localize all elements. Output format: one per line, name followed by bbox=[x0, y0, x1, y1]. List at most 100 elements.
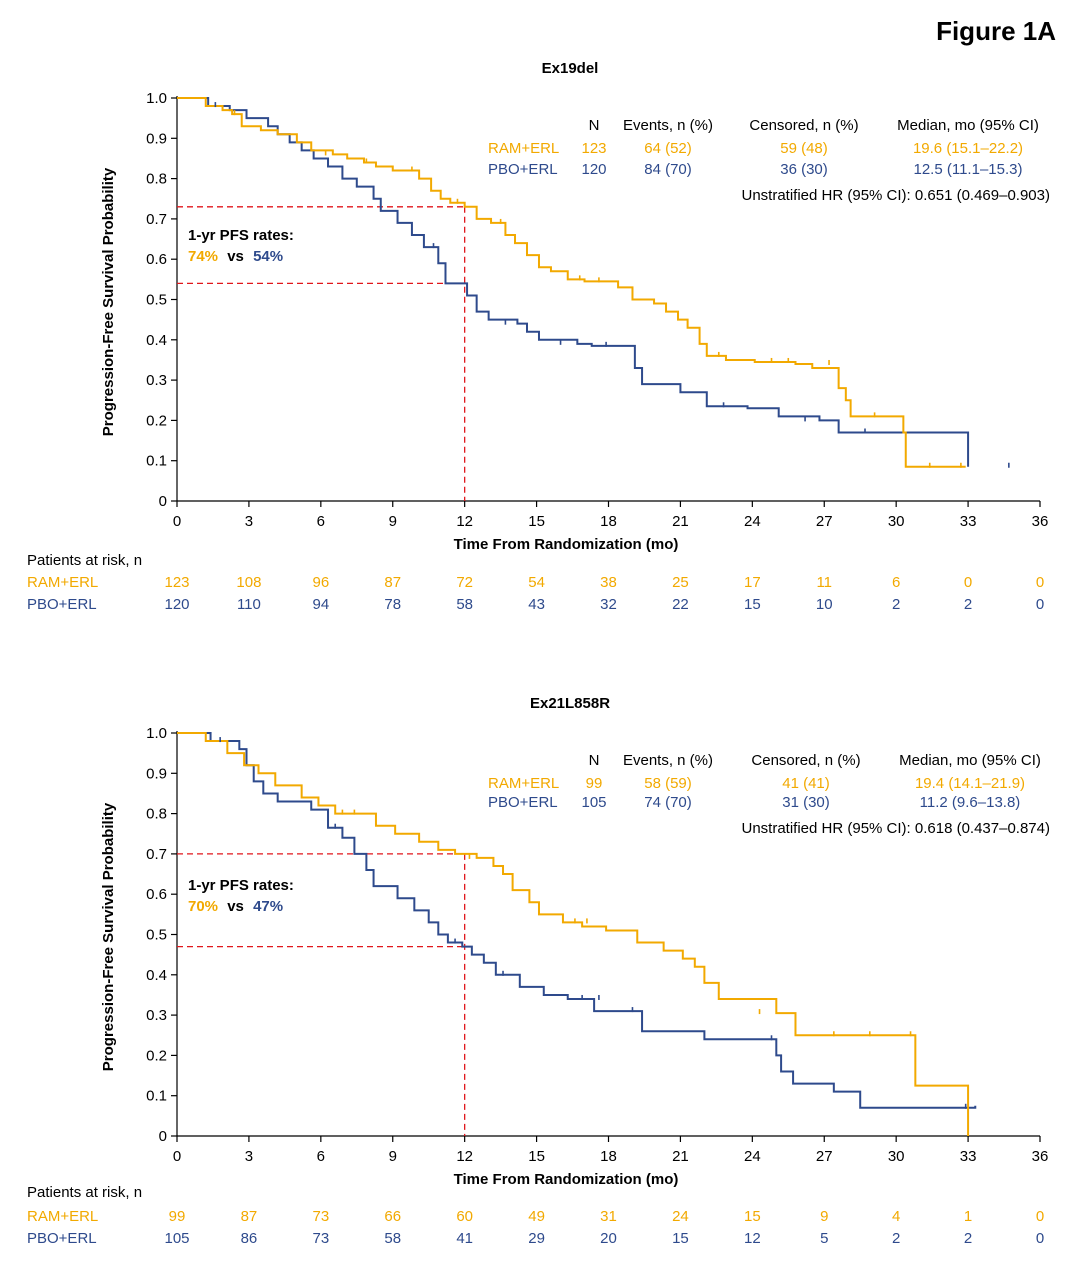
legend-ram-name: RAM+ERL bbox=[488, 775, 559, 792]
reference-lines bbox=[177, 853, 466, 1136]
y-tick-label: 0.3 bbox=[146, 372, 167, 389]
at-risk-pbo-value: 15 bbox=[744, 596, 761, 613]
x-tick-label: 24 bbox=[744, 1148, 761, 1165]
legend-header-median: Median, mo (95% CI) bbox=[897, 117, 1039, 134]
legend-header-censored: Censored, n (%) bbox=[751, 752, 860, 769]
panel-title: Ex19del bbox=[542, 60, 599, 77]
at-risk-ram-value: 11 bbox=[816, 574, 832, 591]
legend-ram-events: 64 (52) bbox=[644, 140, 692, 157]
at-risk-ram-value: 9 bbox=[820, 1208, 828, 1225]
legend-pbo-n: 120 bbox=[581, 161, 606, 178]
x-tick-label: 9 bbox=[389, 1148, 397, 1165]
at-risk-pbo-value: 0 bbox=[1036, 596, 1044, 613]
pfs-rates-values: 70% vs 47% bbox=[188, 898, 283, 915]
at-risk-pbo-value: 0 bbox=[1036, 1230, 1044, 1247]
x-tick-label: 30 bbox=[888, 1148, 905, 1165]
x-tick-label: 36 bbox=[1032, 513, 1049, 530]
x-tick-label: 27 bbox=[816, 1148, 833, 1165]
x-tick-label: 36 bbox=[1032, 1148, 1049, 1165]
at-risk-ram-value: 1 bbox=[964, 1208, 972, 1225]
x-tick-label: 24 bbox=[744, 513, 761, 530]
pfs-rate-pbo: 47% bbox=[253, 898, 283, 915]
legend-ram-median: 19.6 (15.1–22.2) bbox=[913, 140, 1023, 157]
at-risk-ram-value: 60 bbox=[456, 1208, 473, 1225]
at-risk-ram-value: 0 bbox=[1036, 574, 1044, 591]
km-curve-ram bbox=[177, 732, 970, 1136]
km-curves bbox=[177, 97, 970, 468]
legend-row-ram: RAM+ERL 99 58 (59) 41 (41) 19.4 (14.1–21… bbox=[488, 775, 1025, 792]
y-tick-label: 0.5 bbox=[146, 292, 167, 309]
legend-pbo-censored: 36 (30) bbox=[780, 161, 828, 178]
at-risk-pbo-value: 105 bbox=[164, 1230, 189, 1247]
at-risk-ram-value: 17 bbox=[744, 574, 761, 591]
at-risk-pbo-value: 58 bbox=[384, 1230, 401, 1247]
y-tick-label: 0 bbox=[159, 493, 167, 510]
x-tick-label: 6 bbox=[317, 1148, 325, 1165]
at-risk-ram-label: RAM+ERL bbox=[27, 1208, 98, 1225]
at-risk-ram-value: 31 bbox=[600, 1208, 617, 1225]
legend-header-n: N bbox=[589, 117, 600, 134]
legend-ram-n: 99 bbox=[586, 775, 603, 792]
pfs-vs: vs bbox=[227, 898, 244, 915]
at-risk-title: Patients at risk, n bbox=[27, 552, 142, 569]
at-risk-ram-value: 24 bbox=[672, 1208, 689, 1225]
legend-pbo-median: 11.2 (9.6–13.8) bbox=[920, 794, 1021, 811]
x-tick-label: 15 bbox=[528, 1148, 545, 1165]
at-risk-pbo-value: 86 bbox=[241, 1230, 258, 1247]
legend-row-ram: RAM+ERL 123 64 (52) 59 (48) 19.6 (15.1–2… bbox=[488, 140, 1023, 157]
at-risk-pbo-value: 2 bbox=[892, 1230, 900, 1247]
panel-ex21l858r: Ex21L858R 0 0.1 0.2 0.3 0.4 0.5 0.6 0.7 0.8 0.9 1.… bbox=[27, 695, 1050, 1247]
x-tick-label: 21 bbox=[672, 513, 689, 530]
y-tick-label: 0.2 bbox=[146, 1047, 167, 1064]
legend-pbo-median: 12.5 (11.1–15.3) bbox=[914, 161, 1023, 178]
at-risk-pbo-row: 120 110 94 78 58 43 32 22 15 10 2 2 0 bbox=[164, 596, 1044, 613]
y-tick-label: 0.4 bbox=[146, 967, 167, 984]
legend-header-events: Events, n (%) bbox=[623, 752, 713, 769]
at-risk-ram-value: 72 bbox=[456, 574, 473, 591]
at-risk-pbo-value: 94 bbox=[312, 596, 329, 613]
at-risk-ram-value: 6 bbox=[892, 574, 900, 591]
legend-header-n: N bbox=[589, 752, 600, 769]
y-tick-label: 0.5 bbox=[146, 927, 167, 944]
pfs-rate-ram: 74% bbox=[188, 248, 218, 265]
y-tick-label: 0 bbox=[159, 1128, 167, 1145]
y-axis-label: Progression-Free Survival Probability bbox=[100, 167, 117, 436]
legend-ram-censored: 59 (48) bbox=[780, 140, 828, 157]
at-risk-ram-value: 15 bbox=[744, 1208, 761, 1225]
hazard-ratio: Unstratified HR (95% CI): 0.651 (0.469–0… bbox=[742, 187, 1051, 204]
y-tick-label: 0.6 bbox=[146, 251, 167, 268]
at-risk-pbo-value: 73 bbox=[312, 1230, 329, 1247]
at-risk-pbo-value: 5 bbox=[820, 1230, 828, 1247]
at-risk-pbo-value: 15 bbox=[672, 1230, 689, 1247]
y-tick-label: 0.6 bbox=[146, 886, 167, 903]
y-tick-label: 0.1 bbox=[146, 1088, 167, 1105]
x-tick-label: 12 bbox=[456, 513, 473, 530]
x-tick-label: 27 bbox=[816, 513, 833, 530]
y-tick-label: 0.3 bbox=[146, 1007, 167, 1024]
x-tick-label: 15 bbox=[528, 513, 545, 530]
x-tick-label: 33 bbox=[960, 1148, 977, 1165]
y-tick-label: 0.7 bbox=[146, 211, 167, 228]
legend-row-pbo: PBO+ERL 105 74 (70) 31 (30) 11.2 (9.6–13… bbox=[488, 794, 1020, 811]
pfs-rates-title: 1-yr PFS rates: bbox=[188, 877, 294, 894]
at-risk-title: Patients at risk, n bbox=[27, 1184, 142, 1201]
at-risk-ram-value: 108 bbox=[236, 574, 261, 591]
at-risk-ram-value: 25 bbox=[672, 574, 689, 591]
y-tick-label: 0.1 bbox=[146, 453, 167, 470]
km-curves bbox=[177, 732, 977, 1136]
x-tick-label: 9 bbox=[389, 513, 397, 530]
legend-ram-median: 19.4 (14.1–21.9) bbox=[915, 775, 1025, 792]
at-risk-pbo-label: PBO+ERL bbox=[27, 1230, 97, 1247]
y-axis-ticks: 0 0.1 0.2 0.3 0.4 0.5 0.6 0.7 0.8 0.9 1.0 bbox=[146, 725, 177, 1145]
at-risk-ram-value: 87 bbox=[241, 1208, 258, 1225]
y-tick-label: 1.0 bbox=[146, 725, 167, 742]
at-risk-pbo-value: 2 bbox=[892, 596, 900, 613]
x-tick-label: 12 bbox=[456, 1148, 473, 1165]
y-axis-ticks: 0 0.1 0.2 0.3 0.4 0.5 0.6 0.7 0.8 0.9 1.0 bbox=[146, 90, 177, 510]
km-curve-pbo bbox=[177, 732, 977, 1109]
x-tick-label: 18 bbox=[600, 513, 617, 530]
legend-ram-name: RAM+ERL bbox=[488, 140, 559, 157]
x-tick-label: 0 bbox=[173, 513, 181, 530]
at-risk-pbo-label: PBO+ERL bbox=[27, 596, 97, 613]
at-risk-pbo-value: 120 bbox=[164, 596, 189, 613]
